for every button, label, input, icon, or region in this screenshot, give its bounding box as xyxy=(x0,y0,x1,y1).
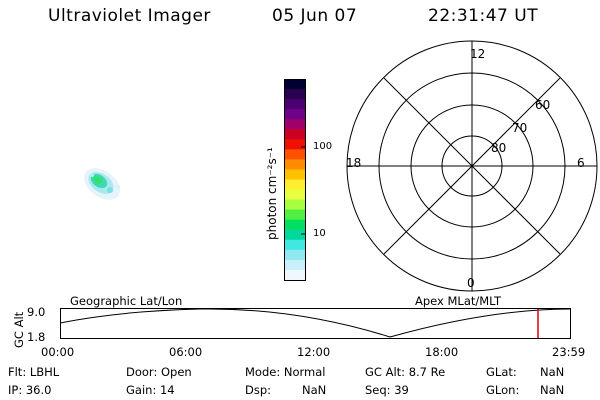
timeline-y-tick-high: 9.0 xyxy=(27,305,46,319)
timeline-x-tick-0600: 06:00 xyxy=(169,345,203,359)
timeline-frame xyxy=(60,308,571,339)
altitude-curve xyxy=(59,308,571,338)
filter-status: Flt: LBHL xyxy=(8,365,60,379)
polar-plot xyxy=(346,40,598,292)
timeline-right-title: Apex MLat/MLT xyxy=(415,294,502,308)
glat-label: GLat: xyxy=(486,365,517,379)
colorbar-swatch xyxy=(284,109,306,120)
colorbar-swatch xyxy=(284,259,306,271)
ip-status: IP: 36.0 xyxy=(8,383,52,397)
colorbar-swatch xyxy=(284,229,306,241)
date-label: 05 Jun 07 xyxy=(272,6,358,26)
timeline-x-tick-0000: 00:00 xyxy=(41,345,75,359)
gc-alt-status: GC Alt: 8.7 Re xyxy=(365,365,446,379)
lat-label-60: 60 xyxy=(535,98,551,112)
colorbar-swatch xyxy=(284,149,306,160)
gain-status: Gain: 14 xyxy=(126,383,175,397)
timeline-y-axis-label: GC Alt xyxy=(12,311,26,348)
colorbar-swatch xyxy=(284,89,306,100)
timeline-left-title: Geographic Lat/Lon xyxy=(70,294,183,308)
colorbar-swatch xyxy=(284,99,306,110)
colorbar-swatch xyxy=(284,199,306,211)
mlt-label-0: 0 xyxy=(467,276,475,290)
dsp-label: Dsp: xyxy=(245,383,272,397)
mlt-label-18: 18 xyxy=(346,156,362,170)
mlt-label-12: 12 xyxy=(470,47,486,61)
door-status: Door: Open xyxy=(126,365,192,379)
colorbar-swatch xyxy=(284,179,306,191)
glon-value: NaN xyxy=(540,383,565,397)
mlt-label-6: 6 xyxy=(577,156,585,170)
glon-label: GLon: xyxy=(486,383,520,397)
timeline-x-tick-1200: 12:00 xyxy=(297,345,331,359)
colorbar-swatch xyxy=(284,139,306,150)
lat-label-70: 70 xyxy=(512,121,528,135)
seq-status: Seq: 39 xyxy=(365,383,409,397)
colorbar-swatch xyxy=(284,189,306,201)
colorbar-swatch xyxy=(284,209,306,221)
timeline-x-tick-2359: 23:59 xyxy=(552,345,586,359)
glat-value: NaN xyxy=(540,365,565,379)
colorbar-unit-label: photon cm⁻²s⁻¹ xyxy=(265,147,279,240)
colorbar-swatch xyxy=(284,269,306,281)
colorbar-tick-10: 10 xyxy=(313,228,326,239)
colorbar-swatch xyxy=(284,119,306,130)
colorbar xyxy=(284,79,306,281)
colorbar-swatch xyxy=(284,169,306,180)
timeline-plot xyxy=(59,308,571,339)
mode-status: Mode: Normal xyxy=(245,365,326,379)
colorbar-tick-100: 100 xyxy=(313,141,333,152)
colorbar-swatch xyxy=(284,219,306,231)
dsp-value: NaN xyxy=(302,383,327,397)
app-title: Ultraviolet Imager xyxy=(48,6,211,26)
diagonal-line-b xyxy=(383,77,561,255)
colorbar-swatch xyxy=(284,159,306,170)
colorbar-swatch xyxy=(284,79,306,90)
colorbar-swatch xyxy=(284,249,306,261)
colorbar-swatch xyxy=(284,239,306,251)
aurora-blob xyxy=(83,168,121,200)
colorbar-swatch xyxy=(284,129,306,140)
timeline-x-tick-1800: 18:00 xyxy=(425,345,459,359)
lat-label-80: 80 xyxy=(491,141,507,155)
timeline-y-tick-low: 1.8 xyxy=(27,330,46,344)
time-label: 22:31:47 UT xyxy=(428,6,539,26)
